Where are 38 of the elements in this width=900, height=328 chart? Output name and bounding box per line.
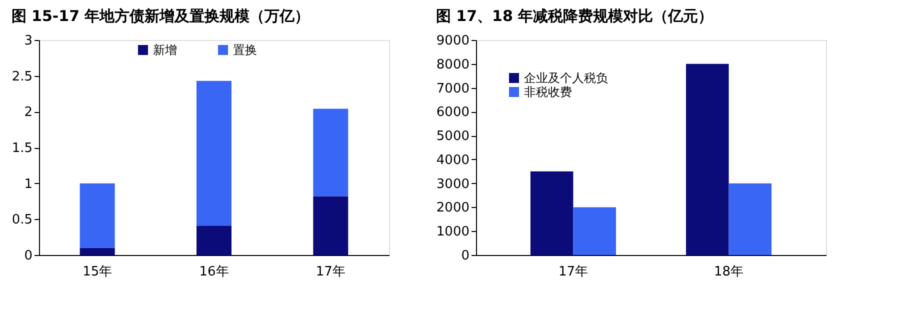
y-tick-label: 1.5 xyxy=(12,141,32,156)
bar xyxy=(196,226,232,255)
bar xyxy=(530,171,574,255)
bar xyxy=(196,80,232,226)
y-tick-label: 9000 xyxy=(436,34,470,48)
chart-title: 图 17、18 年减税降费规模对比（亿元） xyxy=(436,7,714,25)
y-tick-label: 2000 xyxy=(436,200,470,216)
x-tick-label: 16年 xyxy=(199,264,229,280)
legend-label: 企业及个人税负 xyxy=(524,71,608,85)
y-tick-label: 0 xyxy=(461,248,470,264)
bar xyxy=(313,108,348,196)
y-tick-label: 7000 xyxy=(436,81,470,96)
bar xyxy=(728,183,772,255)
bar xyxy=(686,64,729,255)
bar xyxy=(80,248,115,255)
y-tick-label: 8000 xyxy=(436,57,470,72)
y-tick-label: 4000 xyxy=(436,152,470,168)
legend-label: 新增 xyxy=(153,43,177,57)
x-tick-label: 18年 xyxy=(714,264,744,280)
y-tick-label: 1 xyxy=(24,176,32,192)
y-tick-label: 2 xyxy=(24,105,32,120)
y-tick-label: 0.5 xyxy=(12,212,32,228)
bar xyxy=(80,183,115,248)
x-tick-label: 17年 xyxy=(558,264,588,280)
legend-label: 非税收费 xyxy=(524,85,572,99)
y-tick-label: 1000 xyxy=(436,224,470,240)
y-tick-label: 2.5 xyxy=(12,69,32,84)
bar xyxy=(573,207,616,255)
y-tick-label: 3000 xyxy=(436,176,470,192)
y-tick-label: 6000 xyxy=(436,105,470,120)
bar xyxy=(313,196,348,255)
y-tick-label: 0 xyxy=(24,248,32,264)
x-tick-label: 17年 xyxy=(316,264,346,280)
y-tick-label: 3 xyxy=(24,34,32,48)
legend-label: 置换 xyxy=(233,43,257,57)
x-tick-label: 15年 xyxy=(82,264,112,280)
y-tick-label: 5000 xyxy=(436,129,470,144)
chart-title: 图 15-17 年地方债新增及置换规模（万亿） xyxy=(11,7,310,25)
